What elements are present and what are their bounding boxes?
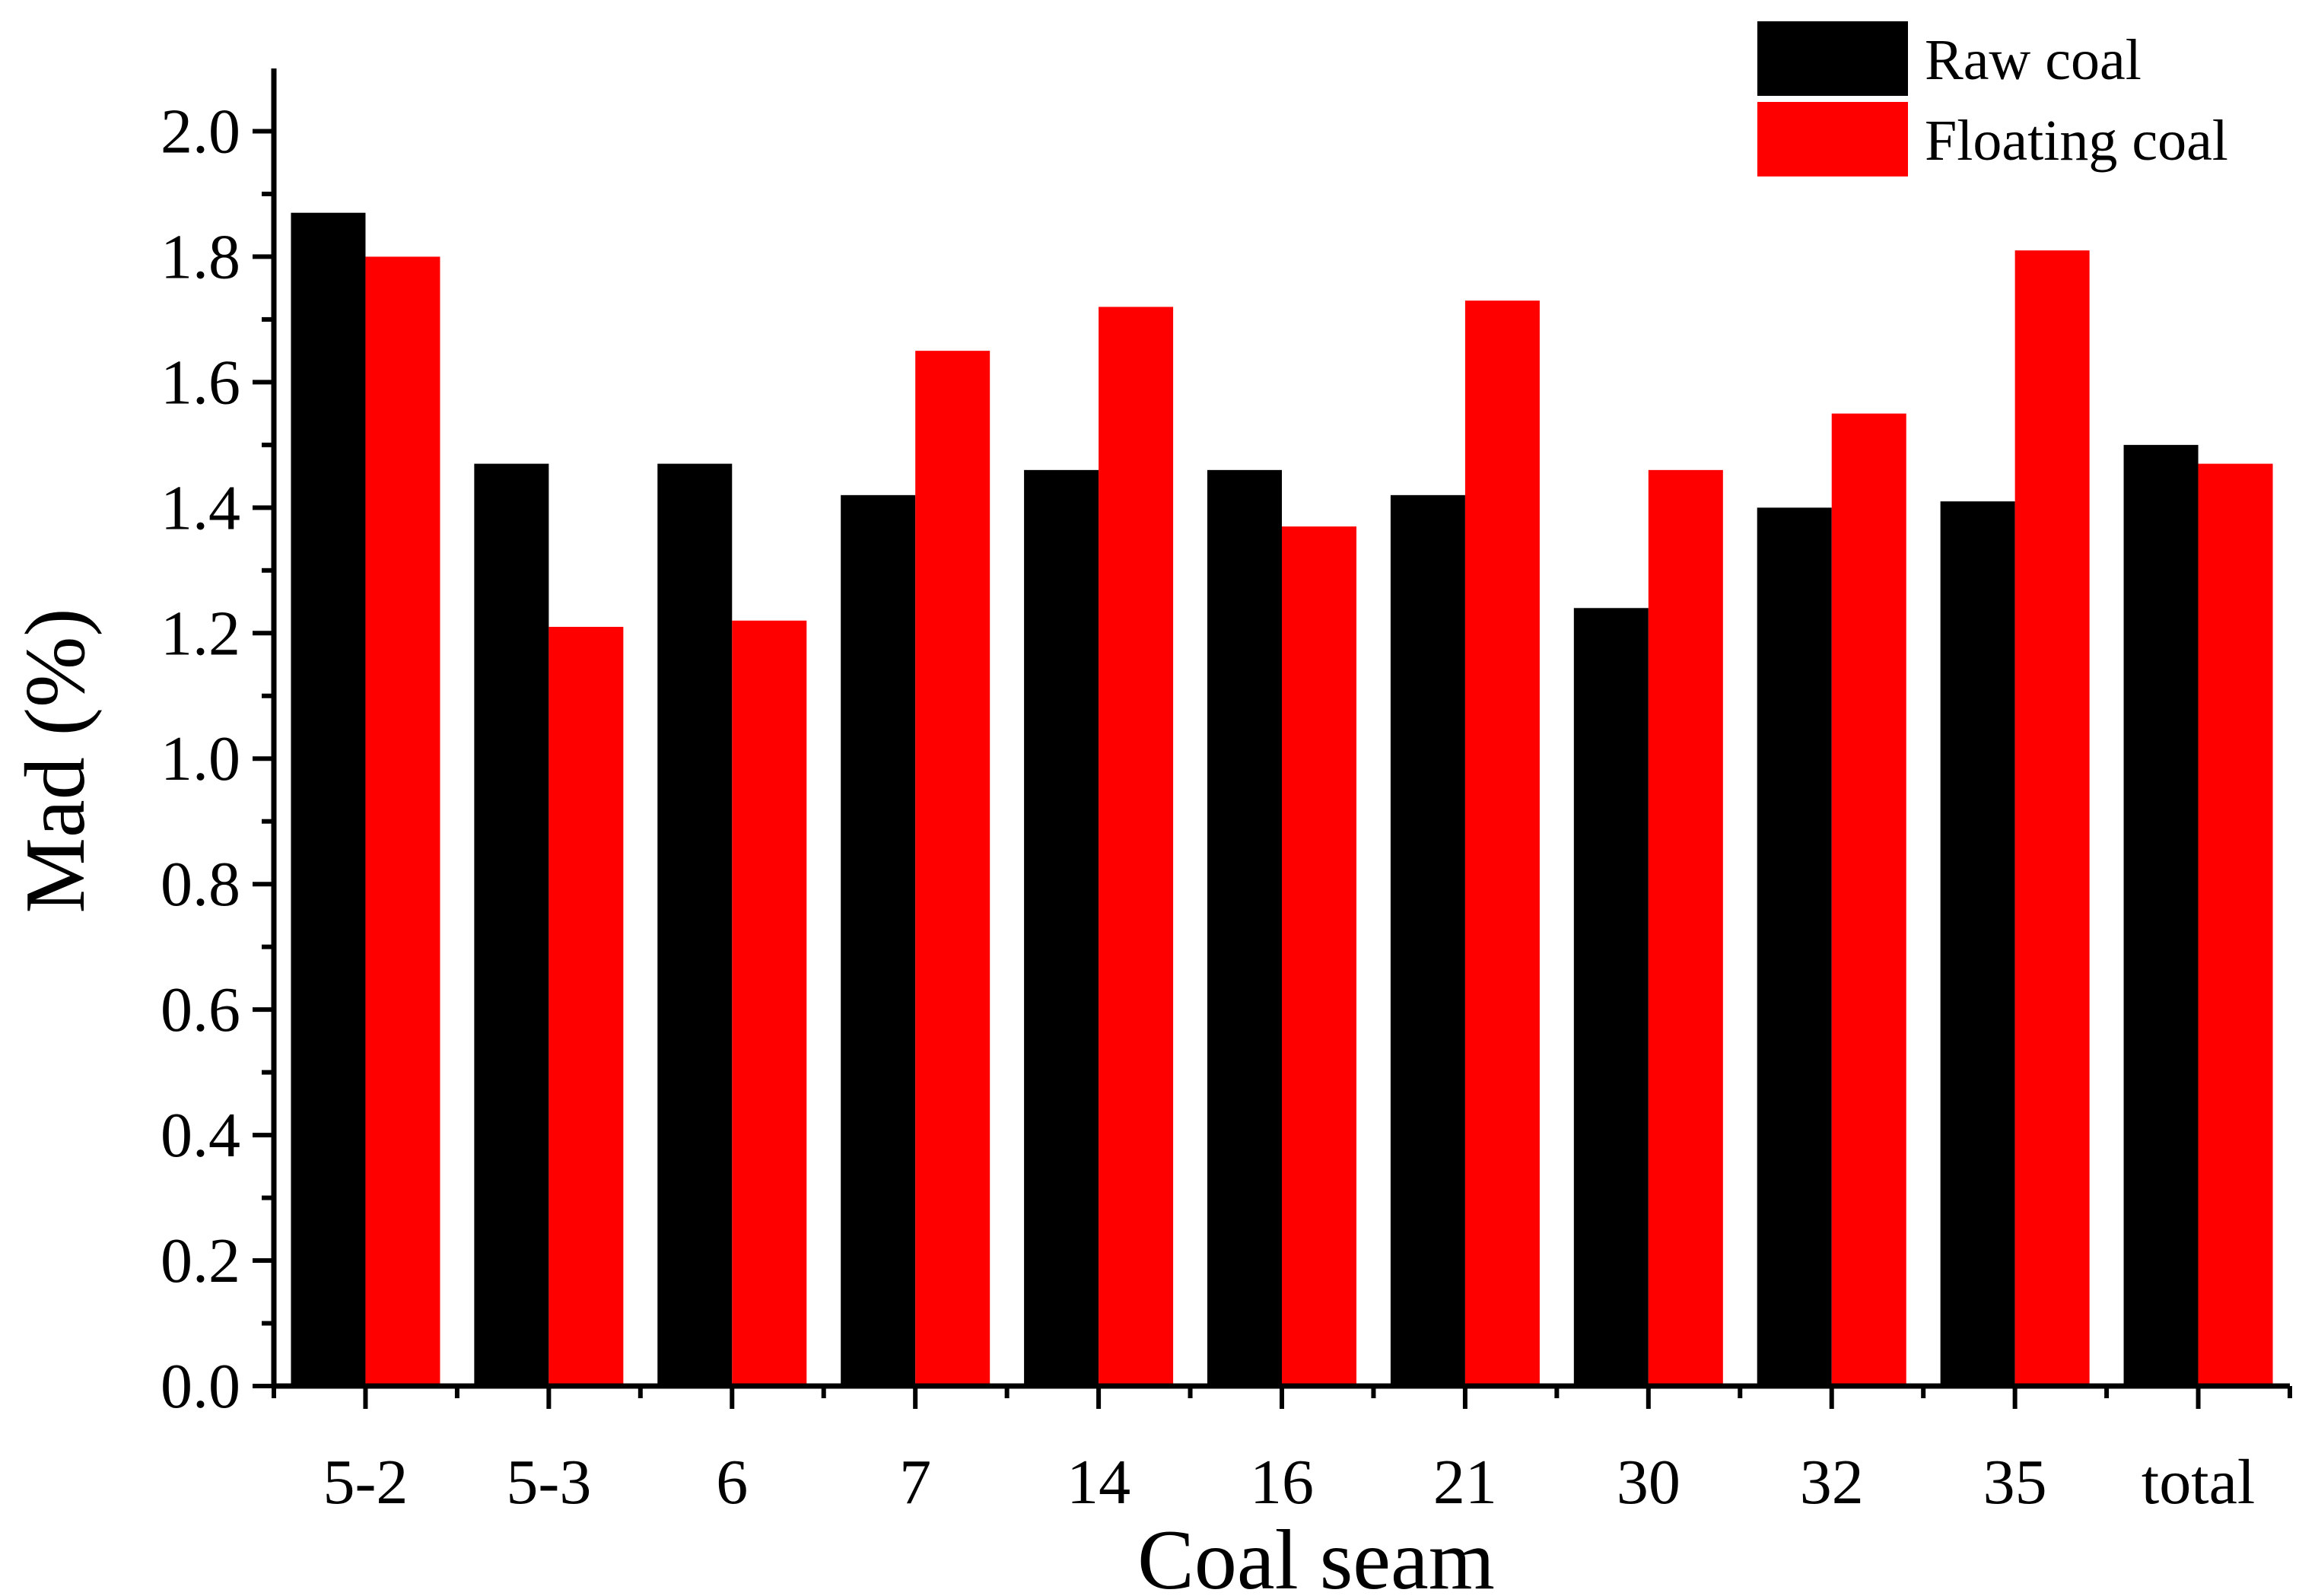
bar-floating-coal-32 (1831, 413, 1906, 1386)
x-tick-label: 16 (1250, 1447, 1314, 1518)
axes-group: 0.0 0.2 0.4 0.6 0.8 1.0 1.2 1.4 1.6 1.8 2.0 5-2 5-3 6… (161, 68, 2292, 1518)
bar-raw-coal-5-2 (291, 212, 366, 1386)
y-tick-label: 1.0 (161, 723, 240, 794)
y-tick-label: 1.4 (161, 472, 240, 543)
x-tick-label: total (2142, 1447, 2255, 1518)
y-tick-label: 1.2 (161, 598, 240, 669)
y-tick-label: 0.2 (161, 1226, 240, 1296)
bar-floating-coal-14 (1099, 307, 1174, 1386)
x-tick-label: 35 (1983, 1447, 2047, 1518)
y-tick-label: 0.0 (161, 1351, 240, 1422)
bar-raw-coal-7 (841, 494, 916, 1386)
y-tick-label: 1.8 (161, 221, 240, 292)
bar-floating-coal-35 (2014, 250, 2090, 1387)
y-tick-label: 0.6 (161, 974, 240, 1045)
x-axis-title: Coal seam (1137, 1513, 1495, 1596)
x-tick-label: 30 (1617, 1447, 1681, 1518)
bar-raw-coal-32 (1757, 507, 1832, 1387)
bar-floating-coal-30 (1648, 469, 1723, 1386)
x-tick-label: 6 (716, 1447, 748, 1518)
bar-raw-coal-16 (1207, 469, 1282, 1386)
legend-label-raw-coal: Raw coal (1925, 28, 2142, 92)
x-tick-label: 5-3 (506, 1447, 591, 1518)
bar-raw-coal-30 (1573, 608, 1649, 1386)
x-tick-label: 32 (1800, 1447, 1864, 1518)
bar-raw-coal-total (2123, 444, 2199, 1386)
bar-raw-coal-6 (657, 463, 733, 1386)
bar-raw-coal-35 (1940, 501, 2015, 1386)
y-tick-label: 0.8 (161, 849, 240, 920)
bar-raw-coal-21 (1390, 494, 1465, 1386)
bar-raw-coal-5-3 (474, 463, 549, 1386)
bar-floating-coal-21 (1464, 300, 1540, 1387)
legend-swatch-raw-coal (1757, 21, 1908, 96)
x-tick-label: 14 (1067, 1447, 1130, 1518)
y-tick-label: 2.0 (161, 96, 240, 167)
bar-floating-coal-5-2 (365, 256, 440, 1386)
y-axis-title: Mad (%) (8, 608, 103, 913)
legend: Raw coal Floating coal (1757, 21, 2228, 176)
bar-floating-coal-7 (915, 351, 991, 1387)
legend-label-floating-coal: Floating coal (1925, 109, 2228, 173)
bars-group (291, 212, 2273, 1387)
legend-swatch-floating-coal (1757, 102, 1908, 176)
bar-raw-coal-14 (1024, 469, 1099, 1386)
bar-floating-coal-5-3 (549, 627, 624, 1386)
x-tick-label: 5-2 (323, 1447, 408, 1518)
bar-floating-coal-total (2198, 463, 2273, 1386)
bar-floating-coal-16 (1282, 526, 1356, 1386)
y-tick-label: 1.6 (161, 347, 240, 418)
x-tick-label: 21 (1433, 1447, 1497, 1518)
y-tick-label: 0.4 (161, 1100, 240, 1171)
x-tick-label: 7 (899, 1447, 931, 1518)
bar-floating-coal-6 (732, 620, 807, 1386)
